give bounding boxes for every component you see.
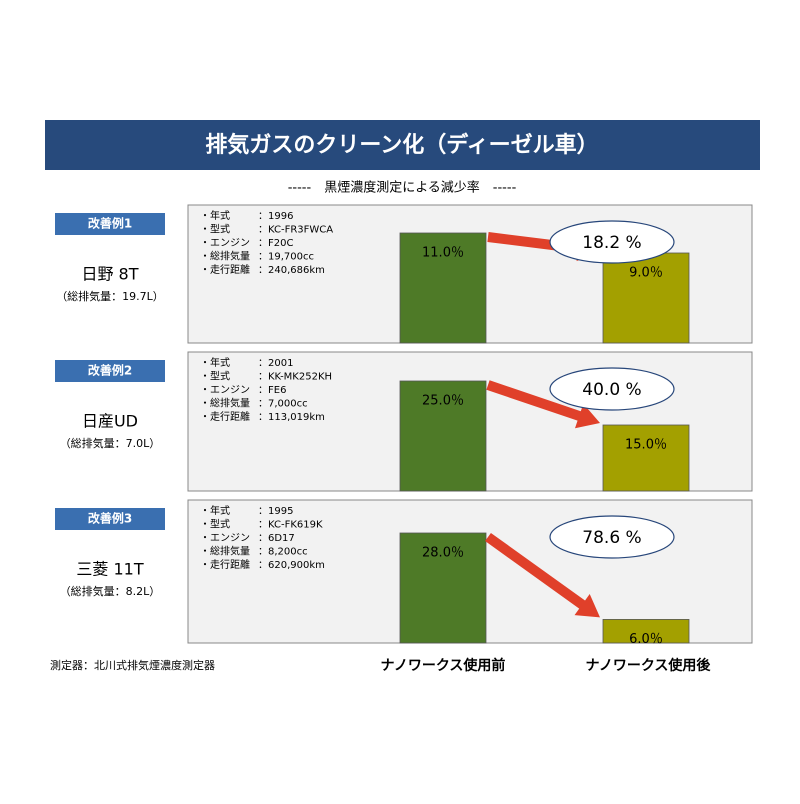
- example-label: 改善例1: [88, 216, 132, 231]
- spec-label: ・走行距離: [200, 558, 250, 571]
- spec-label: ・型式: [200, 370, 230, 383]
- value-label: 11.0％: [422, 246, 464, 261]
- reduction-rate: 40.0 %: [582, 380, 641, 400]
- spec-value: ：1995: [258, 506, 293, 517]
- spec-label: ・年式: [200, 356, 230, 369]
- spec-value: ：F20C: [258, 238, 293, 249]
- example-badge: [55, 508, 165, 530]
- spec-value: ：KK-MK252KH: [258, 372, 332, 383]
- value-label: 6.0％: [629, 632, 663, 647]
- bar: [602, 252, 690, 344]
- example-badge: [55, 213, 165, 235]
- vehicle-name: 三菱 11T: [76, 560, 143, 579]
- spec-label: ・型式: [200, 223, 230, 236]
- arrow: [486, 380, 600, 429]
- spec-value: ：KC-FR3FWCA: [258, 225, 333, 236]
- subtitle: ----- 黒煙濃度測定による減少率 -----: [288, 180, 517, 196]
- example-label: 改善例2: [88, 363, 132, 378]
- spec-value: ：19,700cc: [258, 252, 314, 263]
- value-label: 15.0％: [625, 438, 667, 453]
- reduction-bubble: [549, 367, 675, 411]
- reduction-bubble: [549, 220, 675, 264]
- value-label: 9.0％: [629, 266, 663, 281]
- spec-label: ・総排気量: [200, 545, 250, 558]
- spec-label: ・型式: [200, 518, 230, 531]
- displacement: （総排気量：8.2L）: [60, 584, 161, 598]
- example-badge: [55, 360, 165, 382]
- title-bar: [45, 120, 760, 170]
- reduction-bubble: [549, 515, 675, 559]
- spec-label: ・走行距離: [200, 263, 250, 276]
- spec-label: ・走行距離: [200, 410, 250, 423]
- spec-value: ：620,900km: [258, 560, 325, 571]
- spec-label: ・総排気量: [200, 397, 250, 410]
- vehicle-name: 日産UD: [82, 412, 138, 431]
- displacement: （総排気量：7.0L）: [60, 436, 161, 450]
- footnote: 測定器：北川式排気煙濃度測定器: [50, 658, 215, 672]
- spec-value: ：1996: [258, 211, 293, 222]
- displacement: （総排気量：19.7L）: [56, 289, 164, 303]
- bar: [399, 380, 487, 492]
- bar: [399, 532, 487, 644]
- bar: [602, 619, 690, 644]
- title: 排気ガスのクリーン化（ディーゼル車）: [205, 132, 598, 158]
- spec-value: ：113,019km: [258, 412, 325, 423]
- reduction-rate: 78.6 %: [582, 528, 641, 548]
- spec-value: ：8,200cc: [258, 547, 308, 558]
- category-label: ナノワークス使用前: [381, 657, 506, 674]
- vehicle-name: 日野 8T: [81, 265, 138, 284]
- arrow: [485, 532, 600, 618]
- spec-label: ・エンジン: [200, 533, 250, 544]
- bar: [399, 232, 487, 344]
- spec-value: ：FE6: [258, 385, 286, 396]
- spec-value: ：240,686km: [258, 265, 325, 276]
- value-label: 25.0％: [422, 394, 464, 409]
- value-label: 28.0％: [422, 546, 464, 561]
- spec-label: ・総排気量: [200, 250, 250, 263]
- spec-value: ：KC-FK619K: [258, 520, 323, 531]
- arrow: [487, 232, 600, 262]
- reduction-rate: 18.2 %: [582, 233, 641, 253]
- spec-label: ・エンジン: [200, 385, 250, 396]
- spec-value: ：6D17: [258, 533, 295, 544]
- category-label: ナノワークス使用後: [586, 657, 712, 674]
- spec-label: ・年式: [200, 209, 230, 222]
- spec-label: ・年式: [200, 504, 230, 517]
- spec-value: ：2001: [258, 358, 293, 369]
- bar: [602, 424, 690, 492]
- example-label: 改善例3: [88, 511, 132, 526]
- spec-label: ・エンジン: [200, 238, 250, 249]
- spec-value: ：7,000cc: [258, 399, 308, 410]
